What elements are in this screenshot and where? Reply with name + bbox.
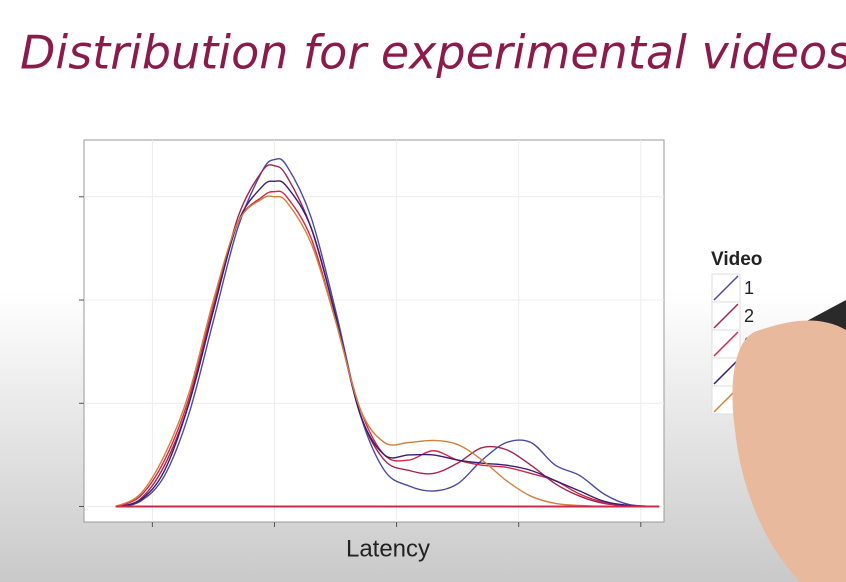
legend-swatch [713, 331, 739, 357]
chart-title: Distribution for experimental videos [20, 26, 846, 80]
density-line [115, 180, 660, 508]
x-axis-label: Latency [346, 535, 430, 562]
plot-panel [83, 139, 665, 523]
legend-swatch [713, 275, 739, 301]
legend-label: 2 [744, 306, 754, 326]
hand [732, 320, 846, 582]
density-line [115, 195, 660, 508]
legend-swatch [713, 359, 739, 385]
legend-label: 1 [744, 278, 754, 298]
legend-swatch [713, 303, 739, 329]
legend-title: Video [711, 249, 762, 270]
